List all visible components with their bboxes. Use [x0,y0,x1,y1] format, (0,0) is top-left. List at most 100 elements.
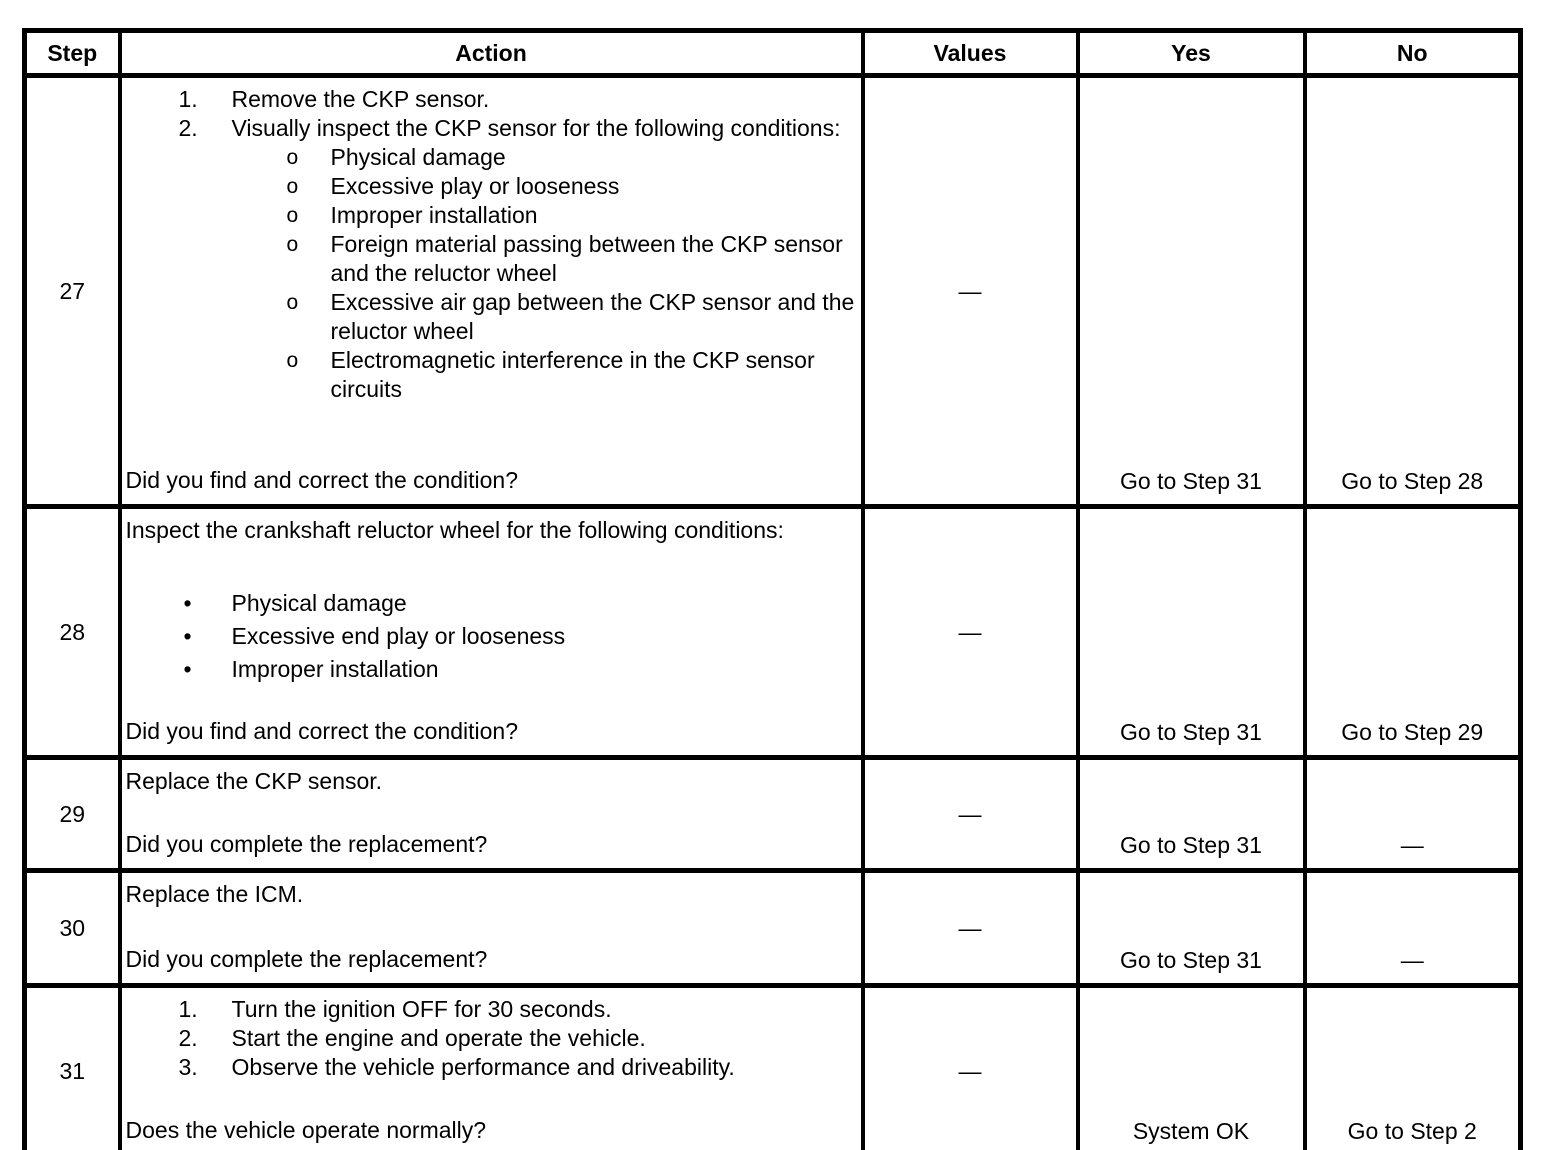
values-cell: — [860,504,1080,760]
diagnostic-step-table: Step Action Values Yes No 27 1. Rem [22,28,1523,1150]
table-header-row: Step Action Values Yes No [22,28,1523,78]
yes-result-cell: Go to Step 31 [1075,504,1307,760]
values-dash: — [958,277,982,304]
column-header-yes: Yes [1075,28,1307,78]
list-number-marker: 3. [178,1054,198,1080]
action-item-text: Turn the ignition OFF for 30 seconds. [231,996,612,1022]
yes-result-cell: System OK [1075,983,1307,1150]
yes-result: System OK [1132,1118,1250,1144]
action-sub-item-text: Foreign material passing between the CKP… [330,231,843,286]
list-number-marker: 2. [178,1025,198,1051]
column-header-no: No [1302,28,1523,78]
values-dash: — [958,618,982,645]
action-list-item: 1. Remove the CKP sensor. [126,85,855,114]
circle-bullet-icon: o [286,349,299,372]
action-intro-text: Replace the ICM. [125,881,304,907]
circle-bullet-icon: o [286,233,299,256]
action-question: Does the vehicle operate normally? [125,1117,487,1143]
circle-bullet-icon: o [286,175,299,198]
action-bullet-item: • Improper installation [126,655,855,684]
action-question: Did you complete the replacement? [125,831,488,857]
action-sub-item-text: Improper installation [330,202,538,228]
yes-result: Go to Step 31 [1120,832,1262,858]
values-cell: — [860,983,1080,1150]
action-sub-item: o Excessive air gap between the CKP sens… [126,288,855,346]
action-bullet-text: Excessive end play or looseness [231,623,566,649]
step-number: 31 [59,1057,86,1084]
bullet-icon: • [183,590,192,616]
no-result-cell: Go to Step 29 [1302,504,1523,760]
action-sub-item: o Physical damage [126,143,855,172]
action-cell: Replace the ICM. Did you complete the re… [117,868,865,988]
table-row-step-29: 29 Replace the CKP sensor. Did you compl… [22,755,1523,873]
action-item-text: Remove the CKP sensor. [231,86,490,112]
no-result: Go to Step 2 [1347,1118,1477,1144]
action-sub-item: o Improper installation [126,201,855,230]
step-number: 30 [59,914,86,941]
column-header-action: Action [117,28,865,78]
action-question: Did you complete the replacement? [125,946,488,972]
action-sub-item: o Electromagnetic interference in the CK… [126,346,855,404]
no-result-cell: Go to Step 28 [1302,73,1523,509]
action-cell: 1. Turn the ignition OFF for 30 seconds.… [117,983,865,1150]
action-question: Did you find and correct the condition? [125,467,519,493]
action-bullet-item: • Physical damage [126,589,855,618]
values-cell: — [860,73,1080,509]
table-row-step-31: 31 1. Turn the ignition OFF for 30 secon… [22,983,1523,1150]
action-sub-item-text: Excessive play or looseness [330,173,620,199]
yes-result-cell: Go to Step 31 [1075,868,1307,988]
action-sub-item: o Excessive play or looseness [126,172,855,201]
step-number-cell: 29 [22,755,122,873]
no-result-cell: — [1302,868,1523,988]
yes-result: Go to Step 31 [1120,947,1262,973]
step-number: 27 [59,277,86,304]
list-number-marker: 1. [178,86,198,112]
no-result-dash: — [1400,832,1424,858]
action-bullet-text: Improper installation [231,656,439,682]
list-number-marker: 1. [178,996,198,1022]
action-sub-item-text: Excessive air gap between the CKP sensor… [330,289,855,344]
action-bullet-text: Physical damage [231,590,407,616]
action-intro-text: Replace the CKP sensor. [125,768,383,794]
column-header-values: Values [860,28,1080,78]
action-list-item: 2. Start the engine and operate the vehi… [126,1024,855,1053]
step-number: 28 [59,618,86,645]
action-list-item: 1. Turn the ignition OFF for 30 seconds. [126,995,855,1024]
circle-bullet-icon: o [286,204,299,227]
yes-result: Go to Step 31 [1120,468,1262,494]
action-cell: Replace the CKP sensor. Did you complete… [117,755,865,873]
yes-result: Go to Step 31 [1120,719,1262,745]
no-result-cell: Go to Step 2 [1302,983,1523,1150]
no-result-cell: — [1302,755,1523,873]
action-item-text: Observe the vehicle performance and driv… [231,1054,735,1080]
values-dash: — [958,914,982,941]
values-cell: — [860,868,1080,988]
action-item-text: Visually inspect the CKP sensor for the … [231,115,841,141]
bullet-icon: • [183,623,192,649]
step-number-cell: 31 [22,983,122,1150]
yes-result-cell: Go to Step 31 [1075,755,1307,873]
step-number: 29 [59,800,86,827]
action-cell: 1. Remove the CKP sensor. 2. Visually in… [117,73,865,509]
list-number-marker: 2. [178,115,198,141]
action-sub-item: o Foreign material passing between the C… [126,230,855,288]
no-result: Go to Step 29 [1341,719,1484,745]
values-dash: — [958,800,982,827]
action-question: Did you find and correct the condition? [125,718,519,744]
action-item-text: Start the engine and operate the vehicle… [231,1025,646,1051]
step-number-cell: 28 [22,504,122,760]
table-row-step-28: 28 Inspect the crankshaft reluctor wheel… [22,504,1523,760]
step-number-cell: 27 [22,73,122,509]
action-sub-item-text: Physical damage [330,144,506,170]
table-row-step-27: 27 1. Remove the CKP sensor. 2. Visually… [22,73,1523,509]
column-header-step: Step [22,28,122,78]
action-intro-text: Inspect the crankshaft reluctor wheel fo… [125,517,784,543]
no-result: Go to Step 28 [1341,468,1484,494]
action-bullet-item: • Excessive end play or looseness [126,622,855,651]
no-result-dash: — [1400,947,1424,973]
values-dash: — [958,1057,982,1084]
bullet-icon: • [183,656,192,682]
circle-bullet-icon: o [286,291,299,314]
step-number-cell: 30 [22,868,122,988]
